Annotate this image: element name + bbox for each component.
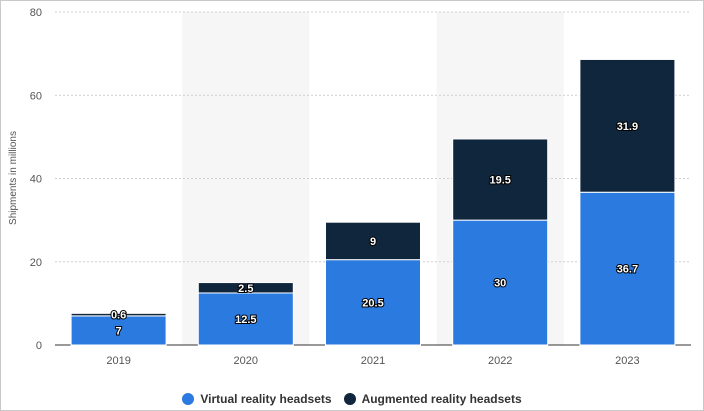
legend-item-ar[interactable]: Augmented reality headsets [343,392,522,406]
x-tick-2023: 2023 [615,355,639,367]
bars: 7 0.6 12.5 2.5 20.5 9 30 19.5 36.7 31.9 [70,58,676,346]
bar-vr-2023 [579,191,676,346]
y-tick-labels: 0 20 40 60 80 [30,7,42,352]
data-label-vr-2022: 30 [494,278,506,290]
data-label-vr-2020: 12.5 [235,314,256,326]
x-tick-2020: 2020 [234,355,258,367]
data-label-ar-2020: 2.5 [238,283,253,295]
y-tick-0: 0 [36,340,42,352]
x-tick-2019: 2019 [106,355,130,367]
bar-ar-2020 [197,282,294,294]
legend-dot-vr [182,393,195,405]
y-tick-60: 60 [30,90,42,102]
legend: Virtual reality headsets Augmented reali… [0,392,704,406]
data-label-vr-2021: 20.5 [362,297,383,309]
legend-dot-ar [343,393,356,405]
bar-ar-2022 [452,138,549,221]
x-tick-labels: 2019 2020 2021 2022 2023 [106,355,639,367]
y-tick-40: 40 [30,174,42,186]
y-tick-20: 20 [30,257,42,269]
bar-vr-2021 [325,259,421,346]
x-tick-2021: 2021 [361,355,385,367]
data-label-vr-2023: 36.7 [617,264,638,276]
data-label-ar-2022: 19.5 [489,175,510,187]
data-label-ar-2023: 31.9 [617,121,638,133]
bar-ar-2021 [325,221,421,261]
data-label-vr-2019: 7 [116,325,122,337]
bar-vr-2022 [452,219,549,346]
x-tick-2022: 2022 [488,355,512,367]
data-label-ar-2021: 9 [370,236,376,248]
legend-label-ar: Augmented reality headsets [361,392,522,406]
bar-ar-2023 [579,58,676,193]
data-label-ar-2019: 0.6 [111,310,126,322]
y-tick-80: 80 [30,7,42,19]
bar-vr-2020 [197,292,294,346]
legend-label-vr: Virtual reality headsets [200,392,332,406]
legend-item-vr[interactable]: Virtual reality headsets [182,392,332,406]
bar-ar-2019 [70,312,167,317]
y-axis-label: Shipments in millions [8,131,19,225]
